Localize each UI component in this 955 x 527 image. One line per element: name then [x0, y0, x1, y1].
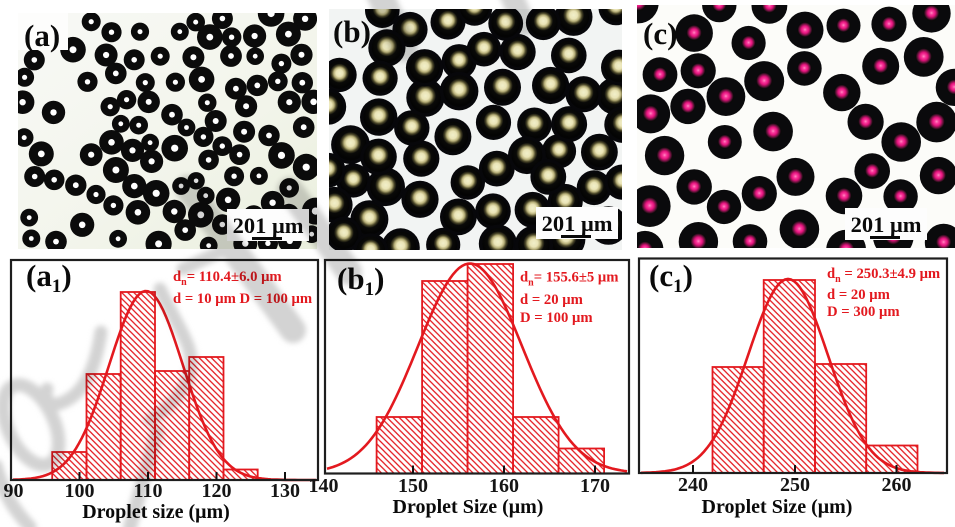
svg-text:160: 160	[489, 475, 519, 497]
svg-text:260: 260	[882, 474, 912, 496]
svg-text:201 μm: 201 μm	[851, 212, 922, 237]
svg-text:d = 20 μm: d = 20 μm	[520, 292, 583, 308]
svg-text:Droplet size (μm): Droplet size (μm)	[82, 501, 230, 523]
svg-text:D = 300 μm: D = 300 μm	[827, 304, 900, 320]
svg-text:D = 100 μm: D = 100 μm	[520, 310, 593, 326]
svg-text:dn= 155.6±5 μm: dn= 155.6±5 μm	[520, 270, 618, 289]
svg-text:140: 140	[309, 475, 339, 497]
svg-text:120: 120	[202, 480, 232, 502]
svg-text:d = 20 μm: d = 20 μm	[827, 287, 890, 303]
svg-text:(b): (b)	[333, 14, 371, 49]
svg-text:150: 150	[398, 475, 428, 497]
svg-text:dn = 250.3±4.9 μm: dn = 250.3±4.9 μm	[827, 266, 940, 285]
svg-text:(c): (c)	[643, 16, 677, 51]
svg-text:(a): (a)	[24, 18, 60, 53]
svg-text:201 μm: 201 μm	[542, 211, 613, 236]
svg-text:170: 170	[580, 475, 610, 497]
svg-text:Droplet Size (μm): Droplet Size (μm)	[393, 496, 544, 518]
svg-text:130: 130	[270, 480, 300, 502]
svg-text:(c1): (c1)	[649, 258, 693, 297]
svg-text:d = 10 μm D = 100 μm: d = 10 μm D = 100 μm	[173, 291, 312, 307]
svg-text:201 μm: 201 μm	[233, 213, 304, 238]
svg-text:240: 240	[678, 474, 708, 496]
svg-text:(a1): (a1)	[26, 258, 72, 297]
svg-text:Droplet Size (μm): Droplet Size (μm)	[702, 496, 853, 518]
svg-text:250: 250	[780, 474, 810, 496]
svg-text:100: 100	[65, 480, 95, 502]
